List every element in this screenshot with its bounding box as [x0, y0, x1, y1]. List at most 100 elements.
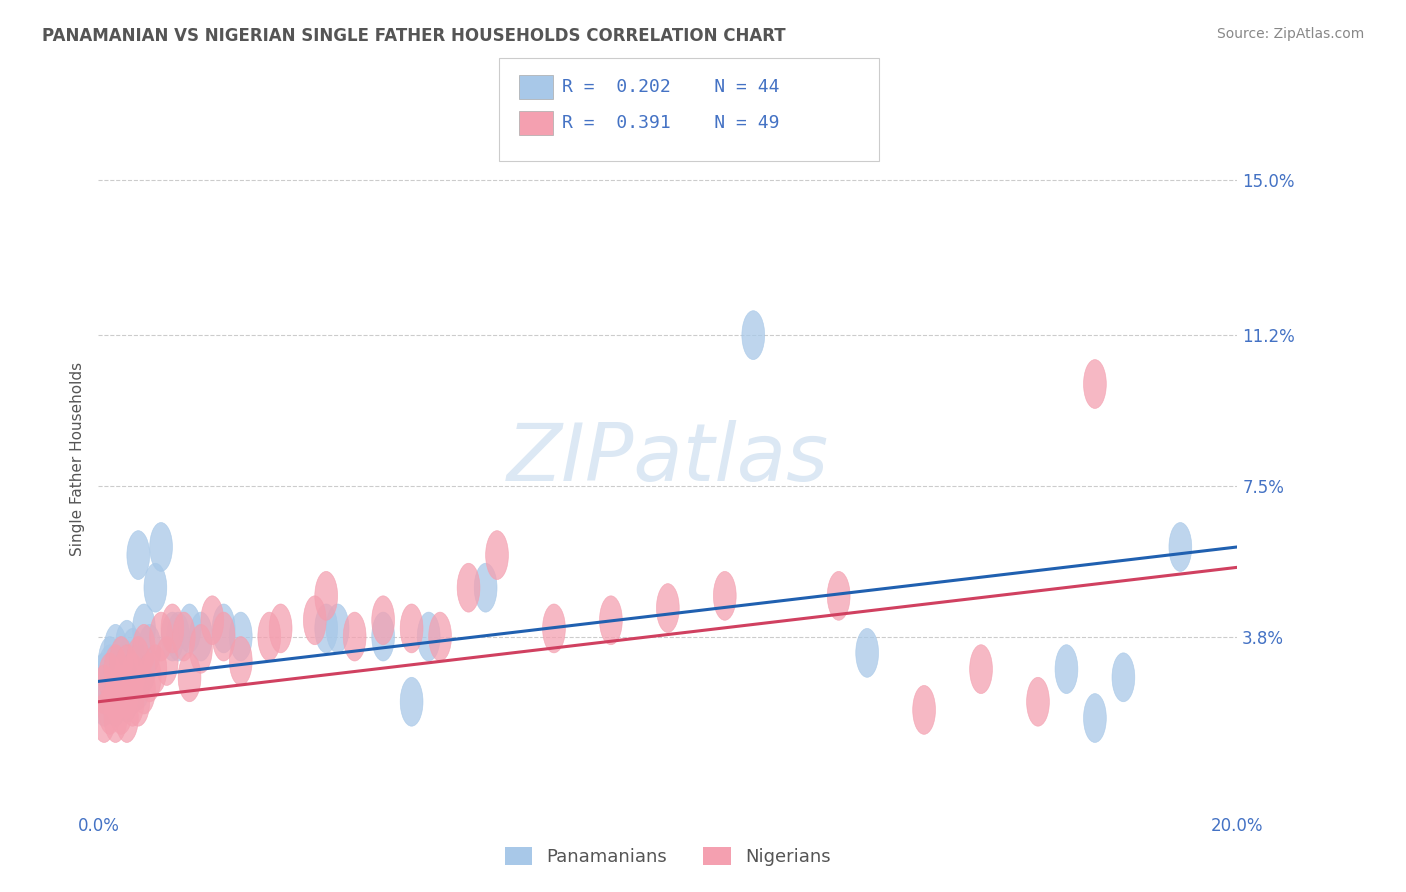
- Ellipse shape: [138, 653, 162, 702]
- Ellipse shape: [657, 583, 679, 632]
- Ellipse shape: [713, 572, 737, 620]
- Text: Source: ZipAtlas.com: Source: ZipAtlas.com: [1216, 27, 1364, 41]
- Text: ZIPatlas: ZIPatlas: [506, 420, 830, 499]
- Ellipse shape: [93, 653, 115, 702]
- Ellipse shape: [132, 604, 156, 653]
- Ellipse shape: [149, 612, 173, 661]
- Ellipse shape: [121, 653, 143, 702]
- Ellipse shape: [190, 624, 212, 673]
- Ellipse shape: [270, 604, 292, 653]
- Ellipse shape: [1026, 677, 1049, 726]
- Ellipse shape: [104, 694, 127, 742]
- Legend: Panamanians, Nigerians: Panamanians, Nigerians: [498, 839, 838, 873]
- Ellipse shape: [429, 612, 451, 661]
- Ellipse shape: [104, 624, 127, 673]
- Ellipse shape: [143, 563, 167, 612]
- Ellipse shape: [104, 673, 127, 723]
- Ellipse shape: [162, 612, 184, 661]
- Ellipse shape: [132, 645, 156, 694]
- Ellipse shape: [457, 563, 479, 612]
- Ellipse shape: [115, 694, 138, 742]
- Ellipse shape: [115, 669, 138, 718]
- Ellipse shape: [827, 572, 851, 620]
- Ellipse shape: [912, 685, 935, 734]
- Ellipse shape: [1112, 653, 1135, 702]
- Ellipse shape: [132, 624, 156, 673]
- Ellipse shape: [1168, 523, 1192, 572]
- Y-axis label: Single Father Households: Single Father Households: [69, 362, 84, 557]
- Ellipse shape: [418, 612, 440, 661]
- Ellipse shape: [110, 669, 132, 718]
- Ellipse shape: [742, 310, 765, 359]
- Ellipse shape: [98, 637, 121, 685]
- Ellipse shape: [315, 572, 337, 620]
- Ellipse shape: [127, 661, 149, 710]
- Ellipse shape: [304, 596, 326, 645]
- Ellipse shape: [98, 645, 121, 694]
- Ellipse shape: [401, 604, 423, 653]
- Ellipse shape: [149, 523, 173, 572]
- Ellipse shape: [371, 596, 395, 645]
- Ellipse shape: [115, 645, 138, 694]
- Ellipse shape: [212, 612, 235, 661]
- Ellipse shape: [104, 645, 127, 694]
- Ellipse shape: [229, 637, 252, 685]
- Ellipse shape: [257, 612, 281, 661]
- Ellipse shape: [156, 637, 179, 685]
- Ellipse shape: [315, 604, 337, 653]
- Ellipse shape: [143, 645, 167, 694]
- Ellipse shape: [115, 657, 138, 706]
- Ellipse shape: [167, 612, 190, 661]
- Ellipse shape: [110, 665, 132, 714]
- Ellipse shape: [93, 694, 115, 742]
- Ellipse shape: [229, 612, 252, 661]
- Ellipse shape: [98, 685, 121, 734]
- Ellipse shape: [138, 624, 162, 673]
- Ellipse shape: [121, 645, 143, 694]
- Ellipse shape: [127, 677, 149, 726]
- Ellipse shape: [543, 604, 565, 653]
- Ellipse shape: [856, 629, 879, 677]
- Ellipse shape: [401, 677, 423, 726]
- Ellipse shape: [212, 604, 235, 653]
- Ellipse shape: [110, 637, 132, 685]
- Ellipse shape: [132, 665, 156, 714]
- Ellipse shape: [970, 645, 993, 694]
- Ellipse shape: [474, 563, 498, 612]
- Ellipse shape: [121, 665, 143, 714]
- Text: R =  0.202    N = 44: R = 0.202 N = 44: [562, 78, 780, 96]
- Ellipse shape: [115, 620, 138, 669]
- Ellipse shape: [98, 653, 121, 702]
- Ellipse shape: [121, 629, 143, 677]
- Ellipse shape: [371, 612, 395, 661]
- Text: PANAMANIAN VS NIGERIAN SINGLE FATHER HOUSEHOLDS CORRELATION CHART: PANAMANIAN VS NIGERIAN SINGLE FATHER HOU…: [42, 27, 786, 45]
- Ellipse shape: [98, 665, 121, 714]
- Ellipse shape: [599, 596, 623, 645]
- Ellipse shape: [93, 665, 115, 714]
- Ellipse shape: [127, 531, 149, 580]
- Ellipse shape: [326, 604, 349, 653]
- Ellipse shape: [127, 637, 149, 685]
- Ellipse shape: [93, 677, 115, 726]
- Ellipse shape: [190, 612, 212, 661]
- Ellipse shape: [343, 612, 366, 661]
- Ellipse shape: [179, 653, 201, 702]
- Ellipse shape: [179, 604, 201, 653]
- Ellipse shape: [110, 637, 132, 685]
- Ellipse shape: [1054, 645, 1078, 694]
- Ellipse shape: [104, 677, 127, 726]
- Ellipse shape: [115, 640, 138, 690]
- Ellipse shape: [104, 661, 127, 710]
- Ellipse shape: [485, 531, 509, 580]
- Ellipse shape: [162, 604, 184, 653]
- Ellipse shape: [110, 653, 132, 702]
- Ellipse shape: [1084, 359, 1107, 409]
- Ellipse shape: [121, 677, 143, 726]
- Ellipse shape: [110, 685, 132, 734]
- Ellipse shape: [1084, 694, 1107, 742]
- Ellipse shape: [104, 645, 127, 694]
- Ellipse shape: [173, 612, 195, 661]
- Text: R =  0.391    N = 49: R = 0.391 N = 49: [562, 114, 780, 132]
- Ellipse shape: [115, 673, 138, 723]
- Ellipse shape: [201, 596, 224, 645]
